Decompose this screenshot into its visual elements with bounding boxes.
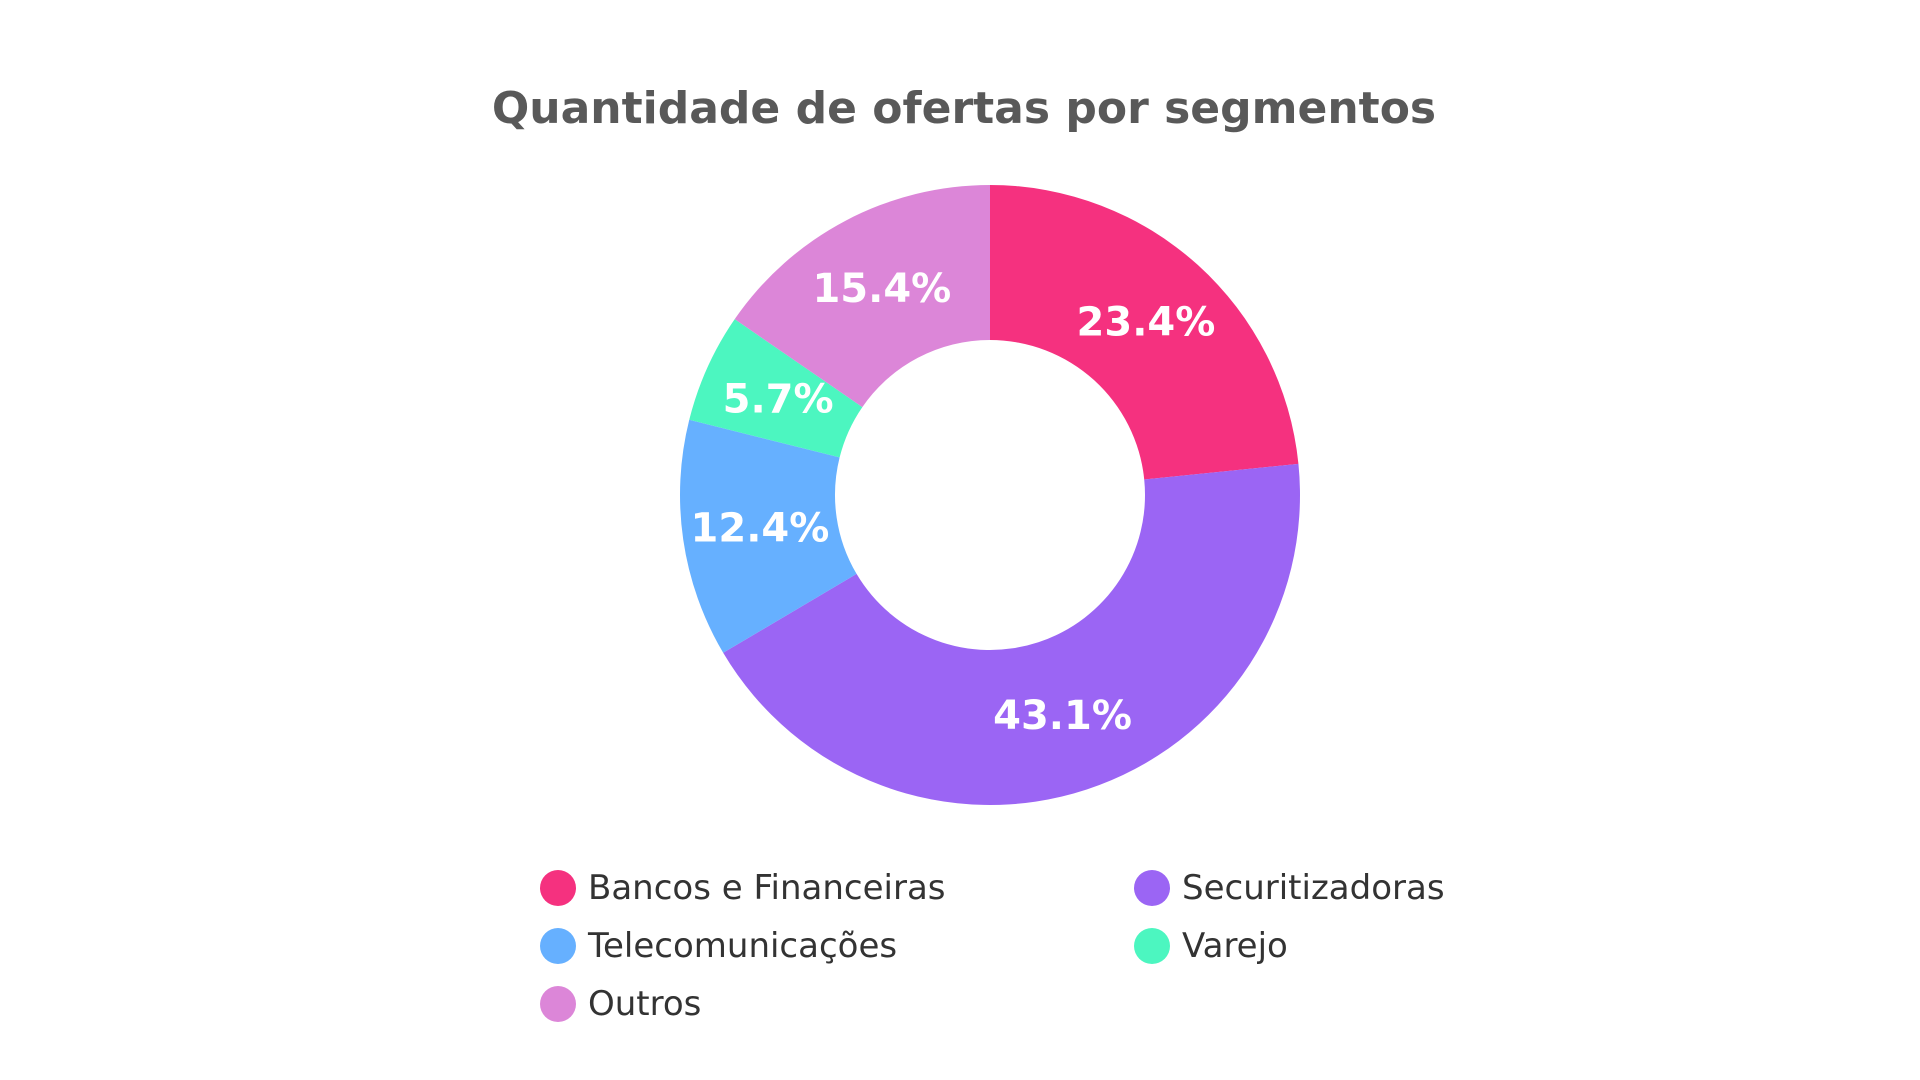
legend-label: Securitizadoras (1182, 868, 1445, 908)
legend: Bancos e Financeiras Securitizadoras Telec… (540, 868, 1445, 1024)
slice-securitizadoras[interactable] (723, 463, 1300, 806)
legend-label: Telecomunicações (587, 926, 897, 966)
legend-label: Bancos e Financeiras (588, 868, 946, 908)
legend-item-bancos-e-financeiras[interactable]: Bancos e Financeiras (540, 868, 946, 908)
legend-swatch (1134, 870, 1170, 906)
slice-telecomunicacoes[interactable] (680, 419, 857, 653)
legend-item-outros[interactable]: Outros (540, 984, 701, 1024)
legend-item-varejo[interactable]: Varejo (1134, 926, 1288, 966)
legend-swatch (540, 928, 576, 964)
data-label-outros: 15.4% (812, 266, 951, 312)
slice-data-labels: 23.4% 43.1% 12.4% 5.7% 15.4% (691, 266, 1216, 739)
slice-varejo[interactable] (689, 319, 863, 458)
donut-slices (680, 185, 1300, 806)
slice-bancos-e-financeiras[interactable] (990, 185, 1299, 480)
data-label-bancos-e-financeiras: 23.4% (1077, 300, 1216, 346)
chart-title: Quantidade de ofertas por segmentos (492, 83, 1436, 134)
legend-label: Outros (588, 984, 701, 1024)
legend-swatch (1134, 928, 1170, 964)
legend-label: Varejo (1182, 926, 1288, 966)
legend-swatch (540, 986, 576, 1022)
legend-item-securitizadoras[interactable]: Securitizadoras (1134, 868, 1445, 908)
data-label-securitizadoras: 43.1% (993, 693, 1132, 739)
legend-swatch (540, 870, 576, 906)
data-label-varejo: 5.7% (723, 376, 834, 422)
legend-item-telecomunicacoes[interactable]: Telecomunicações (540, 926, 897, 966)
slice-outros[interactable] (734, 185, 990, 408)
data-label-telecomunicacoes: 12.4% (691, 505, 830, 551)
